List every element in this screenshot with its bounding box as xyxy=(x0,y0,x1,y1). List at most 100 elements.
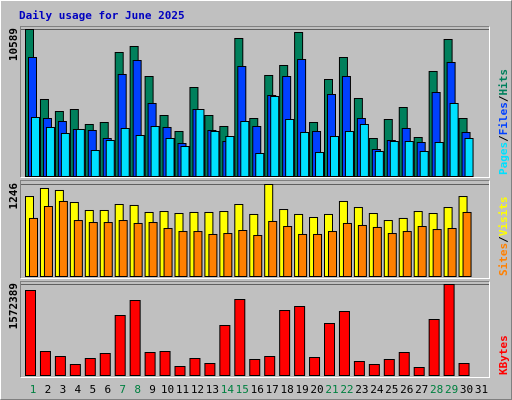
bar xyxy=(328,231,337,277)
bar xyxy=(204,363,216,376)
legend-entry: Files xyxy=(497,102,510,135)
x-tick-label: 5 xyxy=(89,383,96,396)
bar xyxy=(135,135,145,177)
bar xyxy=(148,222,158,277)
bar xyxy=(88,222,98,277)
bar xyxy=(103,222,113,277)
legend-separator: / xyxy=(497,135,510,142)
bar xyxy=(270,95,280,177)
bar xyxy=(309,357,321,377)
y-tick-label: 1246 xyxy=(7,183,20,210)
legend-separator: / xyxy=(497,95,510,102)
x-tick-label: 6 xyxy=(104,383,111,396)
bar xyxy=(25,290,36,376)
x-tick-label: 25 xyxy=(385,383,398,396)
bar xyxy=(238,230,248,277)
bar xyxy=(58,200,68,277)
bar xyxy=(458,363,470,376)
x-tick-label: 30 xyxy=(460,383,473,396)
bar xyxy=(90,149,100,178)
bar xyxy=(447,228,457,278)
x-tick-label: 22 xyxy=(340,383,353,396)
bar xyxy=(264,356,276,377)
bar xyxy=(180,146,190,178)
bar xyxy=(75,128,85,178)
x-tick-label: 11 xyxy=(176,383,189,396)
bar xyxy=(342,222,352,277)
bar xyxy=(387,233,397,277)
legend-entry: Visits xyxy=(497,197,510,237)
bar xyxy=(330,136,339,177)
panel-edge-dark xyxy=(20,26,490,178)
panel-edge-light xyxy=(20,26,490,178)
bar xyxy=(315,151,325,178)
y-tick-label: 10589 xyxy=(7,28,20,61)
bar xyxy=(43,206,53,277)
bar xyxy=(240,120,250,177)
legend-entry: Hits xyxy=(497,69,510,96)
bar xyxy=(69,363,81,376)
bar xyxy=(195,109,205,177)
legend: KBytes xyxy=(497,335,510,375)
x-tick-label: 13 xyxy=(206,383,219,396)
bar xyxy=(144,352,156,376)
bar xyxy=(389,141,399,177)
bar xyxy=(344,130,354,177)
x-tick-label: 21 xyxy=(325,383,338,396)
x-tick-label: 15 xyxy=(236,383,249,396)
panel-edge-light xyxy=(20,281,490,378)
x-tick-label: 10 xyxy=(161,383,174,396)
bar xyxy=(268,220,278,277)
bar xyxy=(368,363,380,376)
bar xyxy=(60,132,70,177)
bar xyxy=(432,229,442,278)
x-tick-label: 7 xyxy=(119,383,126,396)
bar xyxy=(374,150,384,178)
bar xyxy=(120,127,130,178)
panel-edge-light xyxy=(20,180,490,279)
bar xyxy=(84,358,96,377)
bar xyxy=(462,211,472,277)
bar xyxy=(443,284,455,376)
bar xyxy=(338,310,350,377)
bar xyxy=(189,358,201,377)
bar xyxy=(105,140,115,177)
bar xyxy=(449,102,459,177)
bar xyxy=(279,310,291,376)
legend: Pages/Files/Hits xyxy=(497,69,510,175)
bar xyxy=(428,319,440,377)
bar xyxy=(402,231,412,277)
panel-edge-dark xyxy=(20,281,490,378)
bar xyxy=(163,228,173,278)
bar xyxy=(294,306,306,377)
bar xyxy=(54,356,66,377)
bar xyxy=(398,352,410,376)
bar xyxy=(150,125,160,177)
x-tick-label: 23 xyxy=(355,383,368,396)
y-tick-label: 1572389 xyxy=(7,283,20,329)
legend-separator: / xyxy=(497,236,510,243)
x-tick-label: 31 xyxy=(475,383,488,396)
x-tick-label: 29 xyxy=(445,383,458,396)
x-tick-label: 17 xyxy=(266,383,279,396)
bar xyxy=(174,366,186,377)
x-tick-label: 9 xyxy=(149,383,156,396)
x-tick-label: 28 xyxy=(430,383,443,396)
bar xyxy=(208,233,218,277)
x-tick-label: 1 xyxy=(30,383,37,396)
bar xyxy=(178,231,188,277)
bar xyxy=(413,367,425,377)
bar xyxy=(133,222,143,277)
bar xyxy=(359,123,369,177)
bar xyxy=(165,138,175,177)
bar xyxy=(29,217,38,278)
legend-entry: Sites xyxy=(497,243,510,276)
x-tick-label: 3 xyxy=(60,383,67,396)
bar xyxy=(283,226,293,278)
x-tick-label: 19 xyxy=(295,383,308,396)
legend-entry: Pages xyxy=(497,142,510,175)
x-tick-label: 16 xyxy=(251,383,264,396)
bar xyxy=(219,325,231,377)
bar xyxy=(404,141,414,177)
